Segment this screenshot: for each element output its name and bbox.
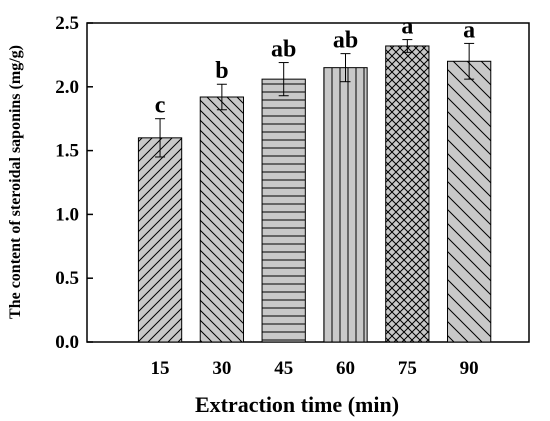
x-tick-label: 30 xyxy=(212,358,231,379)
significance-letter: c xyxy=(155,93,166,119)
x-tick-label: 75 xyxy=(398,358,417,379)
y-axis-title: The content of steroidal saponins (mg/g) xyxy=(7,45,24,319)
plot-frame xyxy=(86,22,530,343)
x-tick-label: 45 xyxy=(274,358,293,379)
y-tick-label: 0.0 xyxy=(55,332,79,353)
x-tick-label: 60 xyxy=(336,358,355,379)
significance-letter: ab xyxy=(333,28,358,54)
y-tick-label: 2.5 xyxy=(55,13,79,34)
plot-area xyxy=(86,22,530,343)
significance-letter: a xyxy=(401,14,413,40)
y-tick-label: 1.5 xyxy=(55,141,79,162)
significance-letter: ab xyxy=(271,37,296,63)
y-tick-label: 0.5 xyxy=(55,268,79,289)
significance-letter: b xyxy=(215,58,228,84)
y-axis-ticks: 0.0 0.5 1.0 1.5 2.0 2.5 xyxy=(55,13,93,353)
x-tick-label: 15 xyxy=(151,358,170,379)
x-axis-title: Extraction time (min) xyxy=(195,392,399,417)
bars xyxy=(137,45,492,343)
y-tick-label: 2.0 xyxy=(55,77,79,98)
significance-letters: c b ab ab a a xyxy=(155,14,475,119)
significance-letter: a xyxy=(463,17,475,43)
x-tick-label: 90 xyxy=(460,358,479,379)
bar xyxy=(447,60,492,343)
bar xyxy=(385,45,430,343)
bar xyxy=(137,137,183,343)
y-tick-label: 1.0 xyxy=(55,204,79,225)
bar xyxy=(199,96,245,343)
bar xyxy=(261,78,306,343)
bar xyxy=(323,67,368,343)
error-bars xyxy=(155,39,475,158)
